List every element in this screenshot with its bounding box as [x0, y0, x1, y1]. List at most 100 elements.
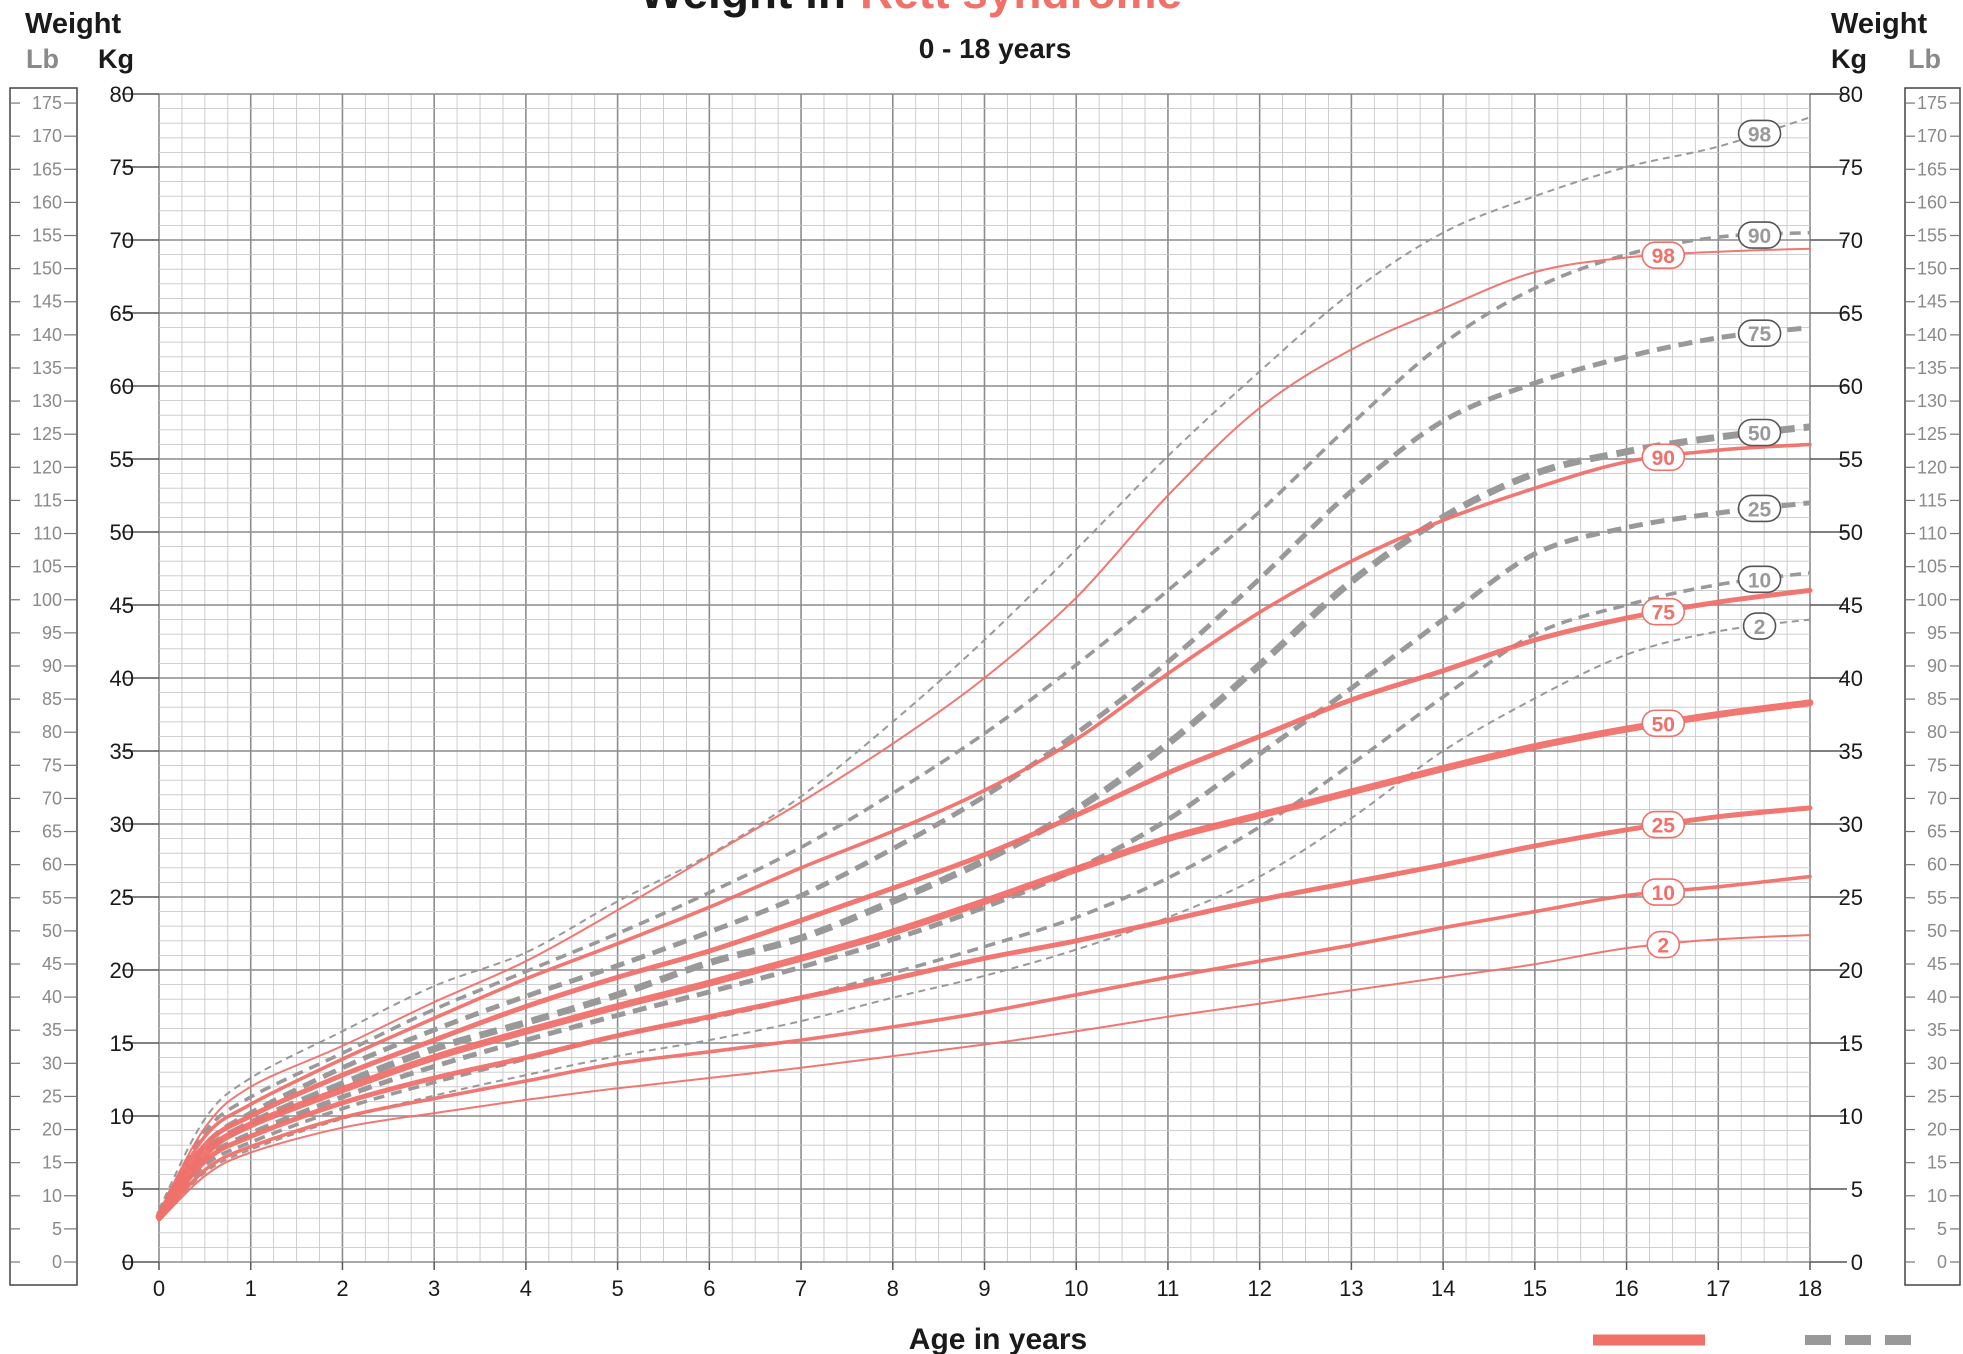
lb-tick-label-left: 155	[32, 226, 62, 246]
left-weight-label: Weight	[25, 8, 121, 40]
lb-tick-label-left: 0	[52, 1252, 62, 1272]
lb-tick-label-right: 85	[1927, 689, 1947, 709]
x-tick-label: 4	[520, 1276, 532, 1301]
x-tick-label: 1	[245, 1276, 257, 1301]
kg-tick-label-left: 50	[110, 520, 134, 545]
kg-tick-label-left: 60	[110, 374, 134, 399]
lb-tick-label-right: 120	[1917, 457, 1947, 477]
x-tick-label: 3	[428, 1276, 440, 1301]
chart-title: Weight in	[640, 0, 846, 18]
reference-centile-50-line	[156, 423, 1811, 1218]
reference-centile-50-badge	[1737, 418, 1782, 447]
lb-tick-label-right: 140	[1917, 325, 1947, 345]
lb-tick-label-right: 0	[1937, 1252, 1947, 1272]
lb-tick-label-right: 15	[1927, 1153, 1947, 1173]
chart-title-group: Weight in Rett syndrome 0 - 18 years	[640, 0, 1182, 64]
reference-centile-25-label: 25	[1748, 498, 1772, 521]
reference-centile-25-line	[157, 500, 1811, 1219]
lb-tick-label-right: 95	[1927, 623, 1947, 643]
x-tick-label: 15	[1523, 1276, 1547, 1301]
right-weight-label: Weight	[1831, 8, 1927, 40]
left-axis-header: Weight Lb Kg	[25, 8, 134, 74]
lb-tick-label-left: 60	[42, 855, 62, 875]
kg-tick-label-right: 60	[1839, 374, 1863, 399]
kg-tick-label-right: 40	[1839, 666, 1863, 691]
kg-tick-label-right: 0	[1851, 1250, 1863, 1275]
lb-tick-label-right: 40	[1927, 987, 1947, 1007]
kg-tick-label-right: 10	[1839, 1104, 1863, 1129]
lb-tick-label-right: 45	[1927, 954, 1947, 974]
lb-tick-label-left: 170	[32, 126, 62, 146]
kg-tick-label-left: 15	[110, 1031, 134, 1056]
lb-tick-label-left: 135	[32, 358, 62, 378]
chart-title-highlight: Rett syndrome	[860, 0, 1182, 18]
lb-tick-label-left: 100	[32, 590, 62, 610]
lb-tick-label-left: 25	[42, 1086, 62, 1106]
lb-tick-label-right: 20	[1927, 1120, 1947, 1140]
lb-tick-label-right: 70	[1927, 788, 1947, 808]
lb-tick-label-right: 130	[1917, 391, 1947, 411]
kg-tick-label-right: 15	[1839, 1031, 1863, 1056]
kg-tick-label-right: 30	[1839, 812, 1863, 837]
lb-tick-label-right: 135	[1917, 358, 1947, 378]
lb-tick-label-left: 90	[42, 656, 62, 676]
lb-tick-label-right: 30	[1927, 1053, 1947, 1073]
reference-centile-10-badge	[1737, 565, 1782, 594]
kg-tick-label-left: 20	[110, 958, 134, 983]
lb-tick-label-right: 155	[1917, 226, 1947, 246]
series-labels: 98 90 75 50 25 10 2 98 90 75 50 25 10 2	[1641, 119, 1782, 959]
lb-tick-label-right: 115	[1918, 490, 1947, 510]
kg-tick-label-right: 55	[1839, 447, 1863, 472]
kg-tick-label-right: 65	[1839, 301, 1863, 326]
lb-tick-label-right: 50	[1927, 921, 1947, 941]
x-tick-label: 10	[1064, 1276, 1088, 1301]
reference-centile-2-label: 2	[1754, 616, 1766, 639]
rett-centile-25-badge	[1641, 810, 1686, 839]
rett-centile-90-label: 90	[1652, 447, 1675, 470]
lb-tick-label-right: 105	[1917, 557, 1947, 577]
lb-tick-label-left: 85	[42, 689, 62, 709]
kg-tick-label-right: 45	[1839, 593, 1863, 618]
kg-tick-label-left: 75	[110, 155, 134, 180]
x-tick-label: 0	[153, 1276, 165, 1301]
lb-tick-label-left: 40	[42, 987, 62, 1007]
kg-tick-label-left: 65	[110, 301, 134, 326]
lb-tick-label-right: 75	[1927, 755, 1947, 775]
rett-centile-25-line	[156, 805, 1813, 1221]
rett-centile-75-label: 75	[1652, 602, 1676, 625]
kg-tick-label-right: 20	[1839, 958, 1863, 983]
kg-tick-label-right: 35	[1839, 739, 1863, 764]
x-tick-label: 12	[1247, 1276, 1271, 1301]
right-axis-header: Weight Kg Lb	[1831, 8, 1941, 74]
lb-tick-label-left: 10	[42, 1186, 62, 1206]
x-tick-label: 18	[1798, 1276, 1822, 1301]
lb-tick-label-right: 10	[1927, 1186, 1947, 1206]
lb-tick-label-left: 30	[42, 1053, 62, 1073]
reference-centile-75-label: 75	[1748, 323, 1772, 346]
reference-centile-10-line	[157, 571, 1811, 1220]
rett-centile-75-badge	[1641, 597, 1686, 626]
reference-centile-90-label: 90	[1748, 225, 1771, 248]
lb-tick-label-right: 25	[1927, 1086, 1947, 1106]
rett-centile-50-badge	[1641, 709, 1686, 738]
x-tick-label: 8	[887, 1276, 899, 1301]
lb-tick-label-left: 105	[32, 557, 62, 577]
rett-centile-10-line	[157, 874, 1812, 1222]
kg-tick-label-right: 70	[1839, 228, 1863, 253]
x-tick-label: 5	[611, 1276, 623, 1301]
rett-centile-2-badge	[1646, 930, 1681, 959]
reference-centile-10-label: 10	[1748, 569, 1771, 592]
right-lb-label: Lb	[1908, 44, 1941, 74]
rett-centile-50-line	[155, 699, 1814, 1221]
rett-centile-2-line	[158, 934, 1811, 1223]
kg-tick-label-left: 5	[122, 1177, 134, 1202]
left-lb-scale-box	[9, 87, 78, 1286]
rett-centile-90-badge	[1641, 443, 1686, 472]
kg-tick-label-right: 75	[1839, 155, 1863, 180]
rett-centile-90-line	[157, 442, 1812, 1216]
rett-centile-10-badge	[1641, 878, 1686, 906]
lb-tick-label-left: 115	[33, 490, 62, 510]
lb-tick-label-right: 35	[1927, 1020, 1947, 1040]
lb-tick-label-right: 125	[1917, 424, 1947, 444]
